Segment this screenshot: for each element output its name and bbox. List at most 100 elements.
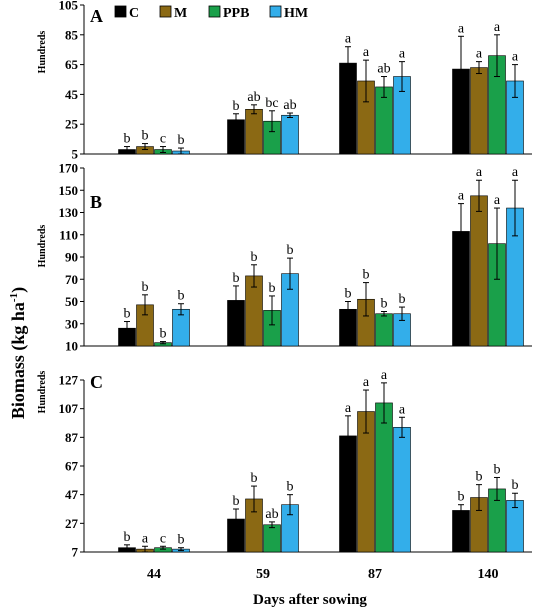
y-tick-label: 25 bbox=[65, 117, 79, 132]
significance-letter: b bbox=[399, 292, 406, 307]
significance-letter: b bbox=[233, 99, 240, 114]
significance-letter: b bbox=[287, 243, 294, 258]
significance-letter: a bbox=[512, 50, 519, 65]
y-axis-title-main: Biomass (kg ha bbox=[8, 302, 29, 419]
y-tick-label: 90 bbox=[65, 250, 78, 265]
y-tick-label: 7 bbox=[72, 545, 79, 560]
y-tick-label: 30 bbox=[65, 316, 78, 331]
significance-letter: a bbox=[494, 20, 501, 35]
significance-letter: c bbox=[160, 531, 166, 546]
panel-b: B Hundreds 1030507090110130150170bbbabbb… bbox=[37, 161, 532, 354]
panel-a-units-note: Hundreds bbox=[37, 31, 48, 74]
panel-b-units-note: Hundreds bbox=[37, 225, 48, 268]
significance-letter: ab bbox=[283, 98, 296, 113]
significance-letter: a bbox=[363, 375, 370, 390]
bar-m-140 bbox=[470, 195, 488, 347]
significance-letter: b bbox=[494, 462, 501, 477]
y-axis-title: Biomass (kg ha-1) bbox=[8, 287, 29, 419]
significance-letter: b bbox=[142, 129, 149, 144]
y-tick-label: 107 bbox=[59, 401, 79, 416]
bar-ppb-87 bbox=[375, 313, 393, 347]
x-category-label: 140 bbox=[478, 567, 499, 582]
significance-letter: b bbox=[287, 480, 294, 495]
legend-label-hm: HM bbox=[284, 6, 308, 21]
bar-m-59 bbox=[245, 109, 263, 155]
significance-letter: ab bbox=[247, 90, 260, 105]
bar-hm-87 bbox=[393, 426, 411, 553]
significance-letter: b bbox=[251, 250, 258, 265]
x-category-label: 87 bbox=[368, 567, 382, 582]
panel-b-label: B bbox=[90, 192, 102, 212]
significance-letter: a bbox=[363, 45, 370, 60]
significance-letter: b bbox=[178, 133, 185, 148]
legend-swatch-hm bbox=[269, 5, 282, 18]
y-tick-label: 127 bbox=[59, 373, 79, 388]
y-tick-label: 70 bbox=[65, 272, 78, 287]
y-tick-label: 45 bbox=[65, 87, 79, 102]
significance-letter: b bbox=[124, 530, 131, 545]
significance-letter: b bbox=[160, 327, 167, 342]
x-axis-categories: 44 59 87 140 bbox=[147, 567, 499, 582]
y-tick-label: 10 bbox=[65, 339, 78, 354]
y-tick-label: 47 bbox=[65, 487, 79, 502]
panel-c-units-note: Hundreds bbox=[37, 371, 48, 414]
bar-c-140 bbox=[452, 510, 470, 553]
significance-letter: ab bbox=[265, 507, 278, 522]
significance-letter: c bbox=[160, 132, 166, 147]
significance-letter: b bbox=[142, 280, 149, 295]
significance-letter: a bbox=[458, 189, 465, 204]
significance-letter: a bbox=[512, 165, 519, 180]
significance-letter: b bbox=[363, 268, 370, 283]
panel-a-label: A bbox=[90, 6, 103, 26]
significance-letter: a bbox=[494, 193, 501, 208]
significance-letter: a bbox=[345, 401, 352, 416]
y-tick-label: 150 bbox=[59, 183, 79, 198]
significance-letter: b bbox=[233, 271, 240, 286]
significance-letter: a bbox=[476, 165, 483, 180]
y-axis-title-close: ) bbox=[8, 287, 29, 293]
significance-letter: bc bbox=[265, 96, 278, 111]
bar-m-140 bbox=[470, 67, 488, 155]
y-axis-title-sup: -1 bbox=[8, 293, 20, 302]
y-tick-label: 27 bbox=[65, 516, 79, 531]
bar-hm-140 bbox=[506, 500, 524, 553]
y-tick-label: 87 bbox=[65, 430, 79, 445]
significance-letter: b bbox=[178, 289, 185, 304]
y-tick-label: 170 bbox=[59, 161, 79, 176]
y-tick-label: 85 bbox=[65, 27, 79, 42]
y-tick-label: 130 bbox=[59, 205, 79, 220]
legend-label-ppb: PPB bbox=[223, 6, 249, 21]
y-tick-label: 105 bbox=[59, 0, 79, 13]
significance-letter: b bbox=[381, 297, 388, 312]
significance-letter: b bbox=[345, 287, 352, 302]
bar-ppb-87 bbox=[375, 402, 393, 553]
significance-letter: a bbox=[345, 32, 352, 47]
significance-letter: b bbox=[124, 307, 131, 322]
y-tick-label: 50 bbox=[65, 294, 78, 309]
significance-letter: b bbox=[476, 470, 483, 485]
x-axis-title: Days after sowing bbox=[253, 592, 367, 608]
significance-letter: a bbox=[142, 531, 149, 546]
significance-letter: b bbox=[124, 132, 131, 147]
significance-letter: a bbox=[476, 47, 483, 62]
panel-c-label: C bbox=[90, 372, 103, 392]
legend-swatch-ppb bbox=[208, 5, 221, 18]
y-tick-label: 65 bbox=[65, 57, 79, 72]
legend-label-m: M bbox=[174, 6, 187, 21]
legend-swatch-c bbox=[114, 5, 127, 18]
legend-label-c: C bbox=[129, 6, 139, 21]
significance-letter: b bbox=[458, 490, 465, 505]
significance-letter: b bbox=[178, 533, 185, 548]
legend: C M PPB HM bbox=[114, 5, 308, 21]
x-category-label: 44 bbox=[147, 567, 161, 582]
significance-letter: a bbox=[381, 368, 388, 383]
significance-letter: a bbox=[399, 402, 406, 417]
significance-letter: a bbox=[399, 47, 406, 62]
significance-letter: b bbox=[269, 281, 276, 296]
significance-letter: b bbox=[512, 478, 519, 493]
bar-hm-59 bbox=[281, 114, 299, 155]
